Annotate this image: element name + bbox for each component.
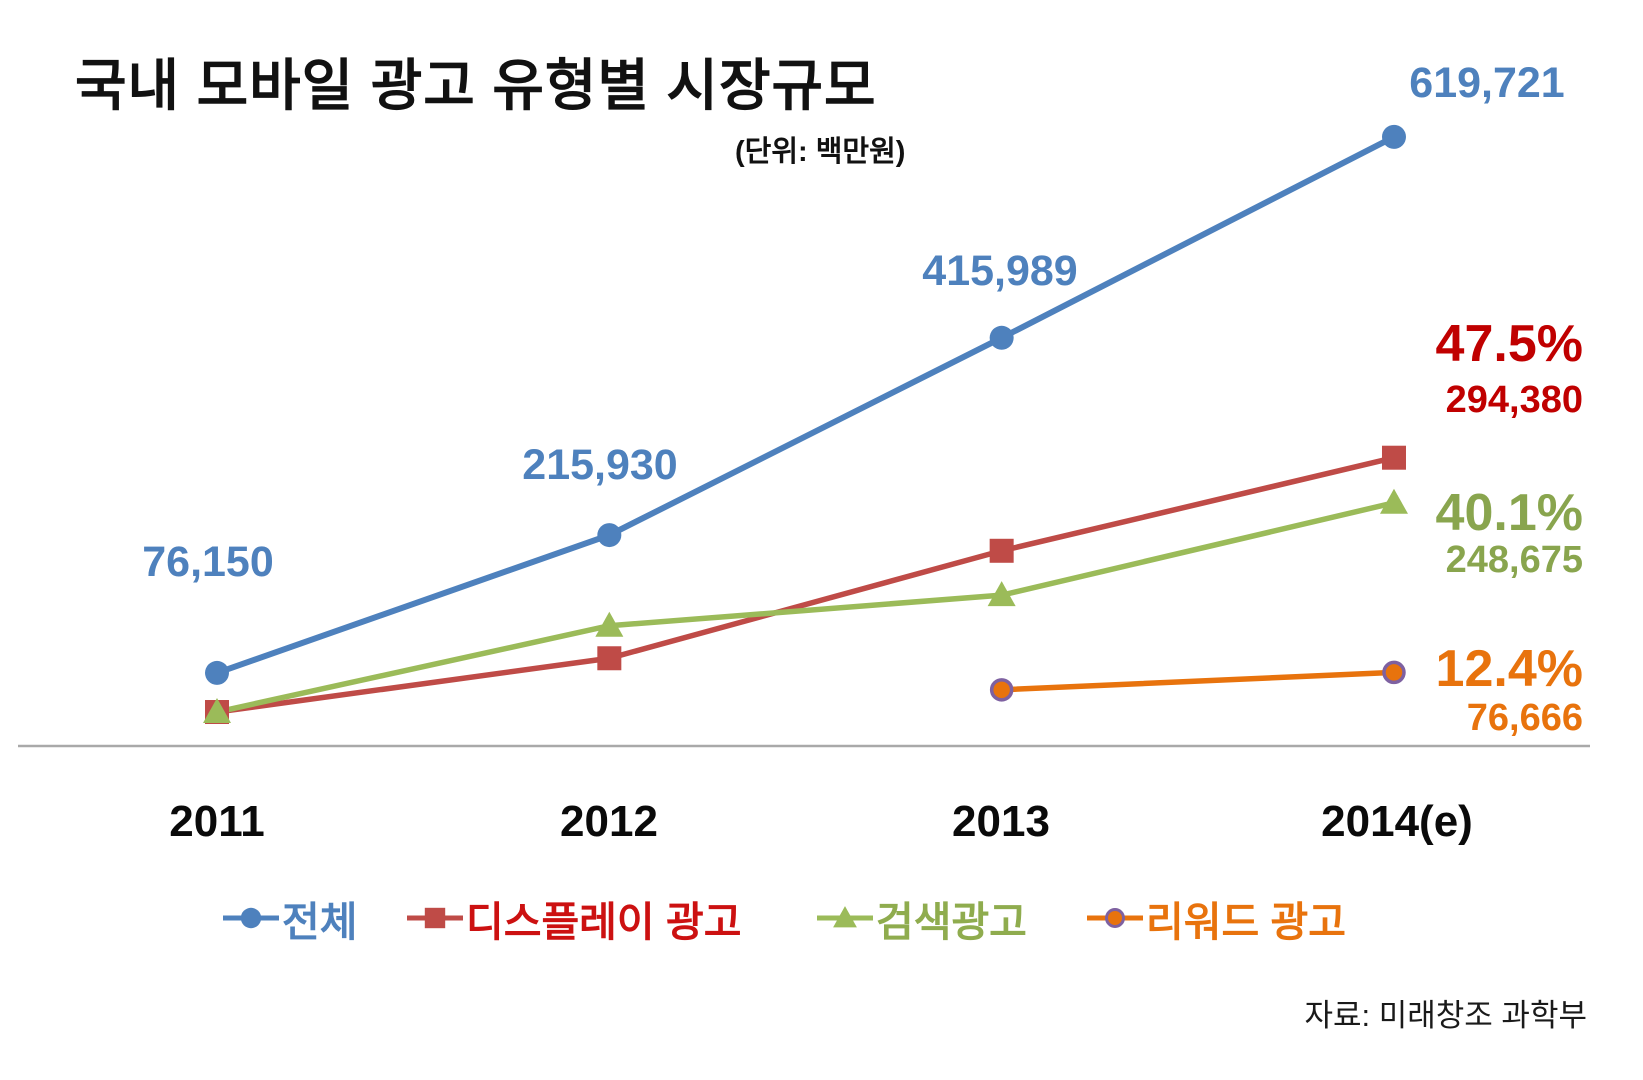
x-axis-label-2012: 2012 (560, 797, 658, 846)
data-label-total-2014: 619,721 (1409, 59, 1565, 107)
legend-item-total: 전체 (222, 888, 357, 948)
end-label-reward-value: 76,666 (1466, 697, 1583, 739)
x-axis-label-2013: 2013 (952, 797, 1050, 846)
end-label-reward-percent: 12.4% (1435, 640, 1583, 698)
legend-label-reward: 리워드 광고 (1146, 899, 1346, 945)
legend-item-display: 디스플레이 광고 (406, 888, 741, 948)
end-label-search-value: 248,675 (1445, 539, 1583, 581)
source-note: 자료: 미래창조 과학부 (1304, 998, 1587, 1033)
data-label-total-2011: 76,150 (142, 538, 274, 586)
search-line-triangle-icon (817, 906, 873, 928)
legend-label-display: 디스플레이 광고 (466, 899, 742, 945)
chart-title: 국내 모바일 광고 유형별 시장규모 (75, 54, 877, 117)
legend-label-search: 검색광고 (876, 899, 1027, 945)
unit-note: (단위: 백만원) (735, 136, 906, 168)
data-label-total-2013: 415,989 (922, 247, 1078, 295)
x-axis-label-2011: 2011 (169, 797, 265, 846)
legend-label-total: 전체 (282, 899, 358, 945)
data-label-total-2012: 215,930 (522, 441, 678, 489)
end-label-search-percent: 40.1% (1435, 484, 1583, 542)
total-line-circle-icon (223, 907, 279, 929)
legend-item-reward: 리워드 광고 (1086, 888, 1346, 948)
display-line-square-icon (407, 907, 463, 929)
end-label-display-percent: 47.5% (1435, 315, 1583, 373)
end-label-display-value: 294,380 (1445, 379, 1583, 421)
x-axis-label-2014: 2014(e) (1321, 797, 1473, 846)
reward-line-circle-icon (1087, 908, 1143, 928)
legend-item-search: 검색광고 (816, 888, 1027, 948)
